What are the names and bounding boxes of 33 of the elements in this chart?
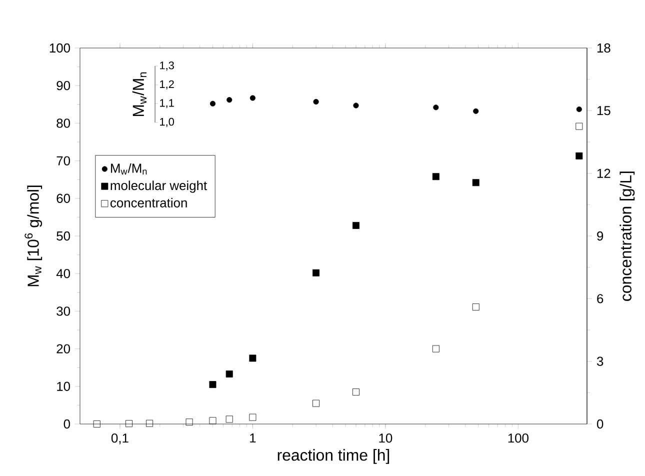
y-tick-label: 20 [56, 344, 70, 354]
y3-tick-label: 1,1 [160, 99, 174, 108]
y2-tick-label: 15 [597, 106, 610, 116]
y-tick-label: 30 [56, 306, 70, 316]
legend-label: molecular weight [110, 180, 207, 193]
x-tick-label: 100 [508, 433, 528, 443]
x-axis-title: reaction time [h] [278, 449, 390, 464]
y-tick-label: 40 [56, 269, 70, 278]
y-axis-title: M$_{w}$ [10$^{6}$ g/mol] [24, 186, 42, 286]
x-tick-label: 1 [250, 434, 256, 442]
y-tick-label: 10 [57, 382, 70, 391]
y2-axis-title: concentration [g/L] [620, 172, 635, 301]
y-tick-label: 0 [64, 419, 70, 429]
y-tick-label: 70 [56, 156, 70, 166]
y3-tick-label: 1,3 [160, 62, 174, 71]
x-tick-label: 0,1 [111, 433, 128, 444]
y3-tick-label: 1,0 [160, 118, 174, 127]
y-tick-label: 50 [56, 231, 70, 241]
y2-tick-label: 6 [597, 294, 604, 304]
y2-tick-label: 3 [596, 356, 604, 366]
y2-tick-label: 0 [596, 419, 604, 429]
y-tick-label: 90 [56, 81, 70, 90]
y3-tick-label: 1,2 [160, 80, 174, 90]
y-tick-label: 60 [56, 194, 70, 203]
x-tick-label: 10 [379, 433, 392, 443]
y-tick-label: 80 [56, 118, 70, 128]
y2-tick-label: 18 [597, 43, 610, 53]
legend-label: concentration [110, 198, 187, 208]
y-tick-label: 100 [50, 43, 70, 53]
legend-label: M$_{w}$/M$_{n}$ [111, 163, 147, 175]
y2-tick-label: 12 [597, 168, 610, 178]
y2-tick-label: 9 [597, 231, 604, 241]
y3-axis-title: M$_{w}$/M$_{n}$ [132, 72, 146, 116]
